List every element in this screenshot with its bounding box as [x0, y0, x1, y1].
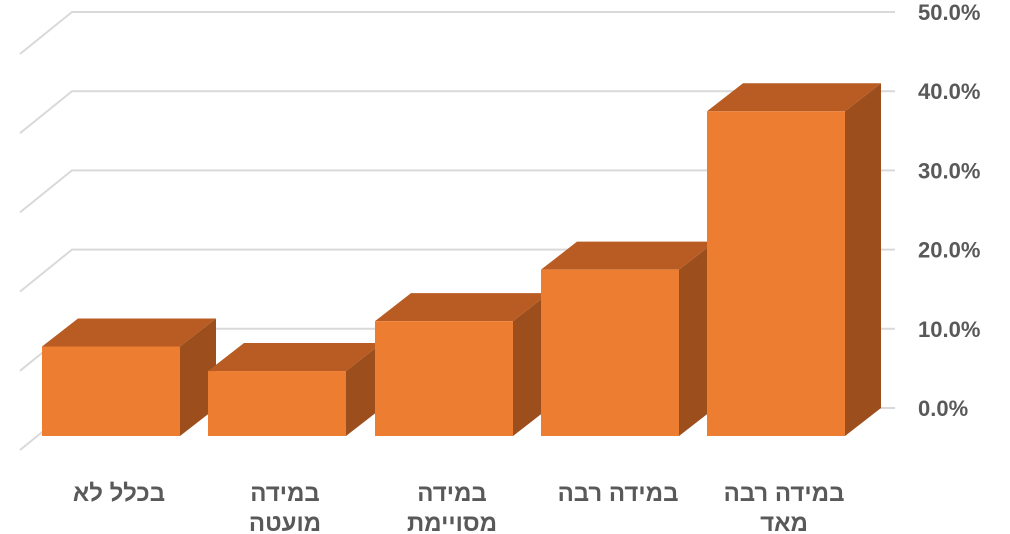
x-category-label: מועטה	[249, 510, 321, 534]
y-tick-label: 0.0%	[918, 396, 968, 421]
y-tick-label: 50.0%	[918, 0, 980, 25]
y-tick-label: 20.0%	[918, 238, 980, 263]
bar-side	[679, 241, 715, 436]
bar-top	[208, 343, 382, 372]
bar-front	[208, 371, 346, 436]
x-category-label: במידה	[417, 480, 487, 507]
x-category-label: במידה רבה	[558, 480, 679, 507]
bar-top	[42, 318, 216, 347]
x-category-label: מסויימת	[407, 510, 497, 534]
bar-front	[541, 269, 679, 436]
gridline	[19, 11, 895, 55]
bar-top	[541, 241, 715, 270]
y-tick-label: 10.0%	[918, 317, 980, 342]
bar-top	[375, 293, 549, 322]
bar-side	[346, 343, 382, 436]
x-category-label: במידה רבה	[724, 480, 845, 507]
y-tick-label: 40.0%	[918, 79, 980, 104]
x-category-label: במידה	[250, 480, 320, 507]
bar	[42, 318, 216, 436]
bar-top	[707, 83, 881, 112]
y-tick-label: 30.0%	[918, 158, 980, 183]
bar	[707, 83, 881, 436]
y-axis-ticks: 0.0% 10.0% 20.0% 30.0% 40.0% 50.0%	[918, 0, 980, 421]
gridline	[19, 90, 895, 134]
bar-front	[42, 346, 180, 436]
gridline	[19, 169, 895, 214]
x-category-label: מאד	[760, 510, 808, 534]
bar	[375, 293, 549, 436]
bar-side	[845, 83, 881, 436]
x-category-label: בכלל לא	[73, 480, 165, 507]
bar-side	[180, 318, 216, 436]
x-axis-categories: בכלל לא במידה מועטה במידה מסויימת במידה רבה במ…	[73, 480, 845, 534]
bar	[541, 241, 715, 436]
bar-front	[707, 111, 845, 436]
bar	[208, 343, 382, 436]
bar-side	[513, 293, 549, 436]
bar-front	[375, 321, 513, 436]
bars	[42, 83, 881, 436]
